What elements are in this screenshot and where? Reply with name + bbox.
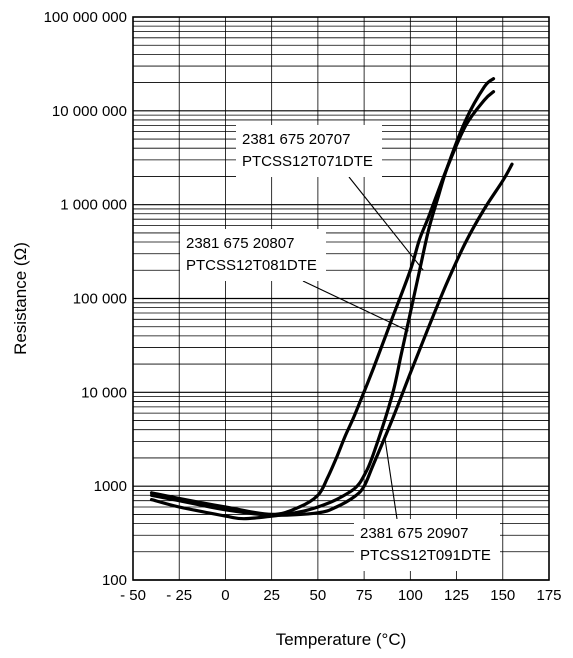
annotation-box bbox=[354, 519, 500, 571]
x-tick-label: 100 bbox=[398, 587, 423, 604]
annotation-3: 2381 675 20907 PTCSS12T091DTE bbox=[354, 435, 500, 571]
annotation-box bbox=[236, 125, 382, 177]
x-axis-title: Temperature (°C) bbox=[276, 630, 407, 649]
y-tick-label: 1 000 000 bbox=[60, 197, 127, 214]
plot-frame bbox=[132, 16, 550, 581]
y-tick-label: 1000 bbox=[94, 478, 127, 495]
series-line-2 bbox=[149, 77, 496, 521]
x-tick-label: 125 bbox=[444, 587, 469, 604]
series-group bbox=[149, 77, 514, 521]
annotation-leader bbox=[383, 435, 398, 520]
y-tick-label: 100 000 bbox=[73, 291, 127, 308]
x-tick-label: - 25 bbox=[166, 587, 192, 604]
y-tick-label: 100 bbox=[102, 572, 127, 589]
x-tick-labels: - 50 - 25 0 25 50 75 100 125 150 175 bbox=[120, 587, 561, 604]
x-tick-label: 175 bbox=[536, 587, 561, 604]
series-line-3 bbox=[149, 162, 514, 517]
y-axis-title: Resistance (Ω) bbox=[11, 242, 30, 355]
annotation-text: 2381 675 20807 bbox=[186, 235, 294, 252]
y-tick-label: 100 000 000 bbox=[44, 9, 127, 26]
x-tick-label: 75 bbox=[356, 587, 373, 604]
annotation-text: PTCSS12T091DTE bbox=[360, 547, 491, 564]
x-tick-label: 25 bbox=[263, 587, 280, 604]
y-tick-label: 10 000 000 bbox=[52, 103, 127, 120]
annotation-text: 2381 675 20907 bbox=[360, 525, 468, 542]
x-tick-label: 150 bbox=[490, 587, 515, 604]
x-tick-label: 50 bbox=[310, 587, 327, 604]
annotation-box bbox=[180, 229, 326, 281]
y-tick-label: 10 000 bbox=[81, 384, 127, 401]
x-tick-label: 0 bbox=[221, 587, 229, 604]
annotation-leader bbox=[302, 280, 409, 332]
y-tick-labels: 100 1000 10 000 100 000 1 000 000 10 000 000 1… bbox=[44, 9, 127, 589]
annotations: 2381 675 20707 PTCSS12T071DTE 2381 675 208… bbox=[180, 125, 500, 571]
annotation-text: PTCSS12T081DTE bbox=[186, 257, 317, 274]
annotation-1: 2381 675 20707 PTCSS12T071DTE bbox=[236, 125, 424, 271]
annotation-text: 2381 675 20707 bbox=[242, 131, 350, 148]
annotation-2: 2381 675 20807 PTCSS12T081DTE bbox=[180, 229, 409, 332]
x-tick-label: - 50 bbox=[120, 587, 146, 604]
annotation-leader bbox=[348, 176, 424, 271]
annotation-text: PTCSS12T071DTE bbox=[242, 153, 373, 170]
